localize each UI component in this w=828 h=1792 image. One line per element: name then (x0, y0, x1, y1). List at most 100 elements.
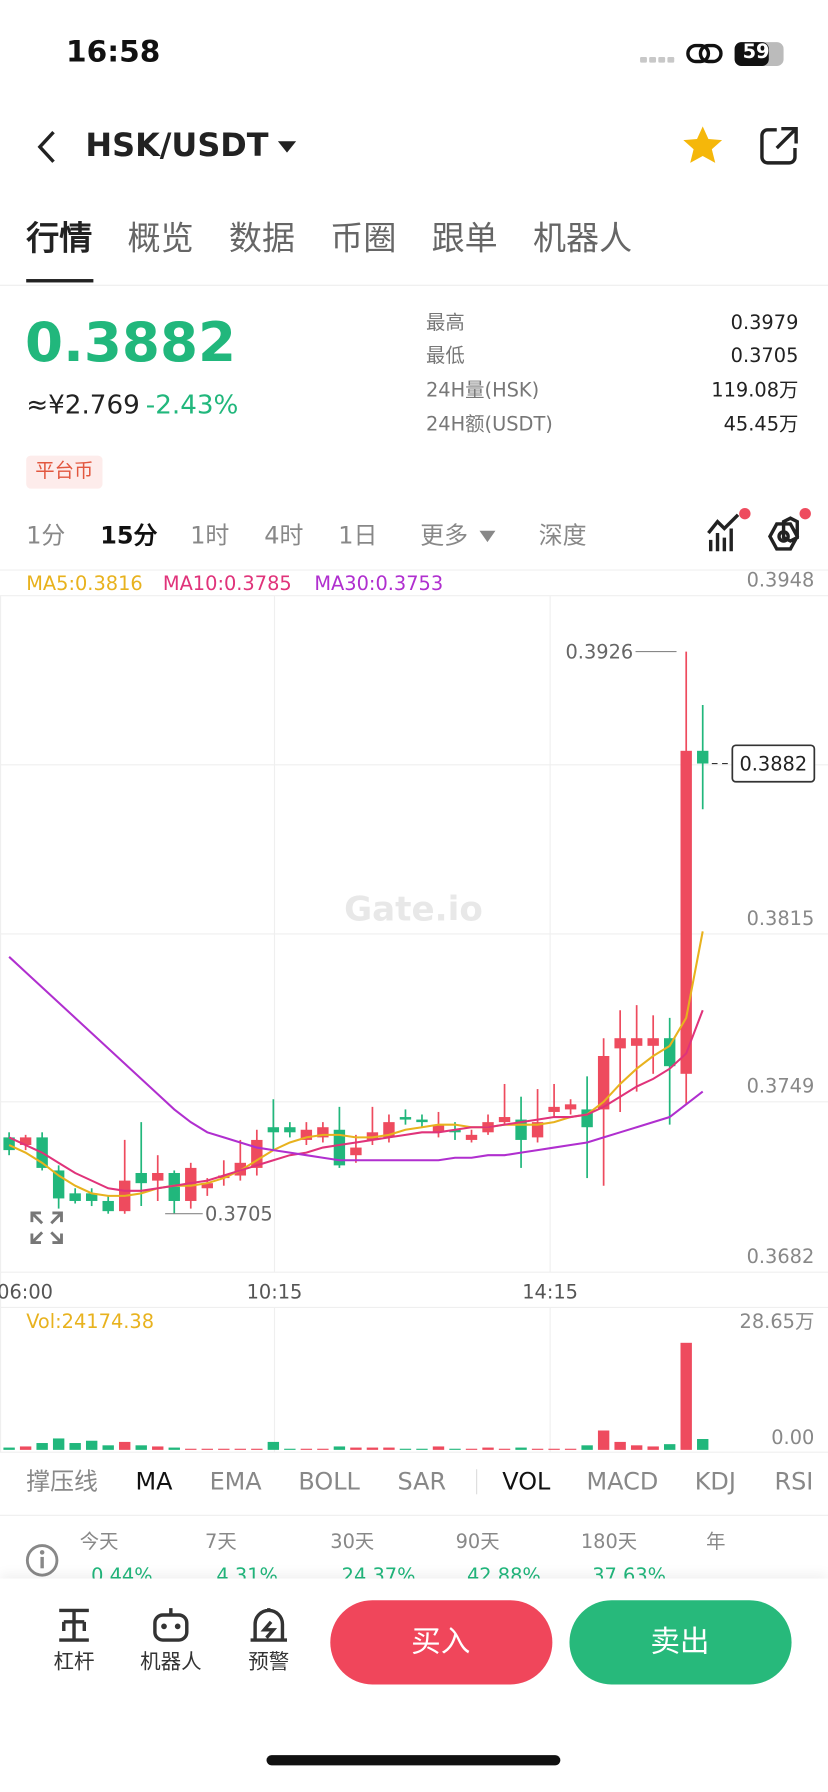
volume-bar (85, 1440, 98, 1450)
volume-tick-label: 0.00 (771, 1426, 814, 1449)
buy-label[interactable]: 买入 (411, 1625, 471, 1660)
tag: 平台币 (26, 455, 103, 489)
candle-body (333, 1129, 346, 1166)
volume-bar (531, 1448, 544, 1450)
ma-line (8, 956, 704, 1162)
last-price: 0.3882 (25, 310, 237, 375)
return-label: 90天 (455, 1530, 500, 1554)
interval[interactable]: 深度 (538, 521, 587, 549)
buy-button[interactable] (330, 1600, 553, 1685)
return-value: 37.63% (592, 1564, 667, 1579)
indicator[interactable]: EMA (209, 1468, 262, 1496)
ma-legend: MA30:0.3753 (314, 572, 443, 595)
volume-bar (697, 1438, 709, 1450)
more-arrow (479, 530, 496, 543)
volume-bar (201, 1448, 213, 1450)
interval[interactable]: 1时 (190, 521, 230, 549)
tab[interactable]: 币圈 (330, 218, 397, 258)
candle-body (201, 1183, 213, 1189)
candle-body (52, 1170, 65, 1199)
tab[interactable]: 数据 (228, 218, 296, 258)
y-tick-label: 0.3815 (747, 907, 815, 930)
price-change: -2.43% (145, 390, 239, 421)
tool-label[interactable]: 机器人 (140, 1650, 202, 1675)
pair-dropdown[interactable] (277, 139, 298, 155)
volume-bar (548, 1448, 560, 1450)
tool-label[interactable]: 预警 (248, 1650, 290, 1675)
y-tick-label: 0.3948 (747, 569, 815, 592)
volume-bar (19, 1446, 32, 1450)
ma-legend: MA10:0.3785 (163, 572, 292, 595)
back-button[interactable] (32, 128, 66, 167)
favorite-star[interactable] (681, 124, 724, 167)
volume-bar (383, 1447, 395, 1450)
interval[interactable]: 15分 (100, 521, 158, 549)
indicator[interactable]: BOLL (298, 1468, 360, 1496)
x-tick-label: 10:15 (247, 1280, 303, 1303)
volume-bar (465, 1448, 478, 1450)
interval[interactable]: 1分 (26, 521, 66, 549)
interval[interactable]: 更多 (420, 521, 469, 549)
x-tick-label: 06:00 (0, 1280, 53, 1303)
ma-line (8, 1009, 704, 1192)
candle-body (564, 1104, 577, 1110)
fullscreen-button[interactable] (30, 1211, 64, 1245)
sell-label[interactable]: 卖出 (650, 1625, 710, 1660)
pair-title[interactable]: HSK/USDT (85, 126, 269, 165)
share-button[interactable] (759, 125, 800, 166)
candle-body (531, 1122, 544, 1138)
volume-bar (185, 1448, 197, 1450)
interval[interactable]: 1日 (338, 521, 378, 549)
candle-body (465, 1134, 478, 1140)
y-tick-label: 0.3749 (747, 1075, 815, 1098)
indicator[interactable]: RSI (774, 1468, 814, 1496)
stat-value: 119.08万 (711, 379, 799, 403)
candle-body (548, 1106, 560, 1112)
battery-level: 59 (742, 41, 770, 64)
tab-underline (26, 279, 94, 283)
candle-body (449, 1129, 461, 1133)
volume-bar (647, 1446, 659, 1450)
volume-bar (317, 1448, 329, 1450)
indicator[interactable]: VOL (502, 1468, 551, 1496)
return-value: 24.37% (341, 1564, 416, 1579)
tab[interactable]: 行情 (26, 218, 93, 258)
indicator[interactable]: SAR (397, 1468, 447, 1496)
candle-body (152, 1172, 164, 1181)
indicator[interactable]: KDJ (694, 1468, 736, 1496)
candle-body (168, 1172, 180, 1201)
candle-body (432, 1124, 445, 1133)
tool-label[interactable]: 杠杆 (53, 1650, 95, 1675)
return-value: 42.88% (466, 1564, 541, 1579)
chart-tools[interactable] (706, 506, 820, 556)
volume-bar (3, 1447, 15, 1450)
candle-body (630, 1038, 643, 1046)
candle-body (69, 1193, 81, 1201)
candle-body (597, 1056, 610, 1110)
volume-bar (300, 1448, 313, 1450)
volume-bar (168, 1447, 180, 1450)
tab[interactable]: 机器人 (533, 218, 633, 258)
status-time: 16:58 (66, 35, 161, 70)
cny-price: ≈¥2.769 (26, 390, 140, 421)
stat-value: 45.45万 (723, 413, 799, 437)
indicator[interactable]: MACD (586, 1468, 659, 1496)
stat-value: 0.3979 (730, 312, 799, 335)
candle-body (185, 1167, 197, 1201)
tab[interactable]: 概览 (127, 218, 194, 258)
interval[interactable]: 4时 (264, 521, 304, 549)
indicator[interactable]: MA (135, 1468, 173, 1496)
volume-tick-label: 28.65万 (740, 1310, 815, 1333)
status-icons (640, 42, 784, 67)
info-icon[interactable] (25, 1543, 59, 1577)
volume-bar (152, 1446, 164, 1450)
candle-body (218, 1175, 230, 1179)
tab[interactable]: 跟单 (431, 218, 498, 258)
volume-bar (663, 1444, 676, 1450)
volume-bar (366, 1447, 379, 1450)
indicator[interactable]: 撑压线 (26, 1468, 98, 1496)
sell-button[interactable] (569, 1600, 792, 1685)
return-label: 7天 (205, 1530, 237, 1554)
volume-bar (581, 1445, 593, 1450)
